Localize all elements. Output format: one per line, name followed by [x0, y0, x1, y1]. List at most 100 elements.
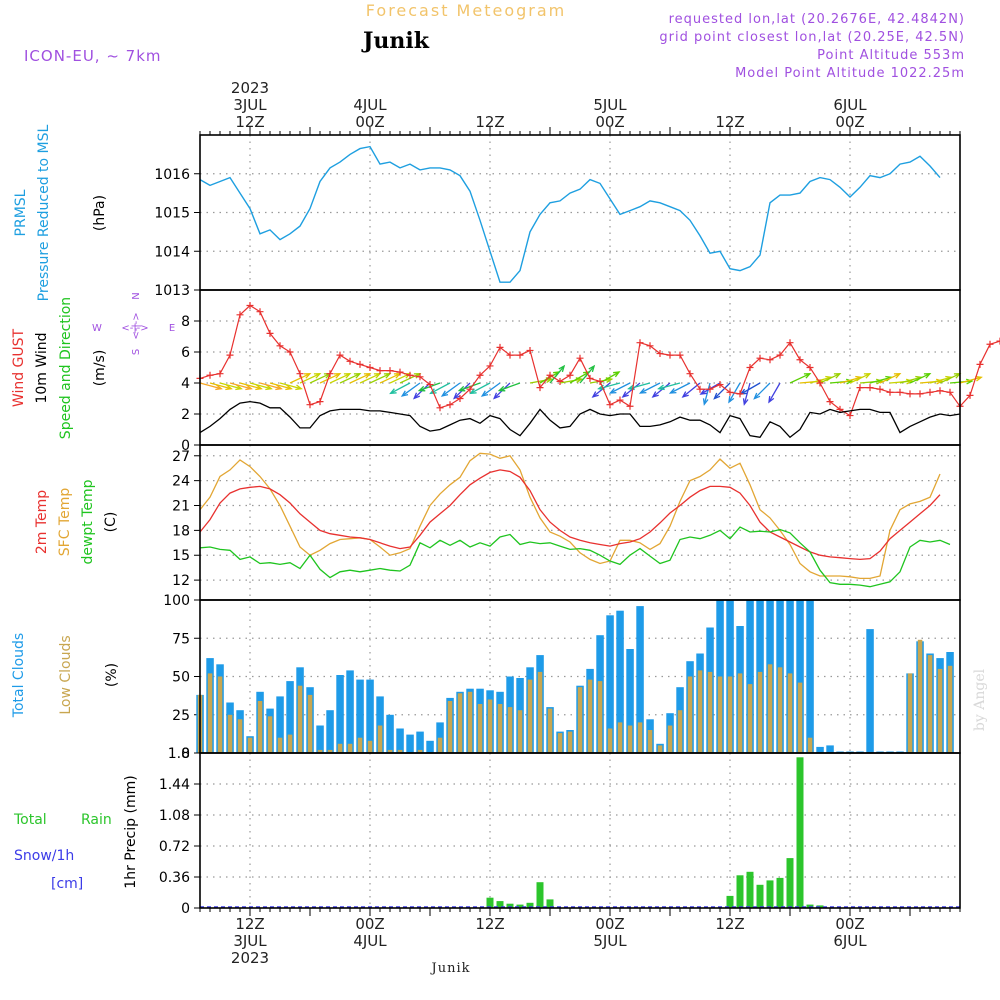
wind-arrowhead: [875, 378, 884, 385]
wind-arrowhead: [497, 385, 506, 392]
low-cloud-bar: [717, 676, 723, 753]
wind-arrowhead: [363, 372, 372, 379]
wind-arrowhead: [389, 388, 397, 395]
gust-marker: [576, 354, 584, 362]
label-prmsl-desc: Pressure Reduced to MSL: [36, 124, 52, 301]
wind-arrow: [819, 373, 841, 384]
total-cloud-bar: [336, 675, 344, 753]
low-cloud-bar: [547, 708, 553, 753]
precip-tick-label: 1.08: [159, 808, 190, 824]
compass-west: W: [92, 323, 102, 334]
wind-arrowhead: [833, 372, 842, 379]
gust-marker: [376, 367, 384, 375]
low-cloud-bar: [647, 730, 653, 753]
wind-arrow: [569, 371, 590, 384]
low-cloud-bar: [477, 704, 483, 753]
rain-bar: [496, 901, 504, 908]
gust-marker: [296, 370, 304, 378]
temp-tick-label: 27: [172, 449, 190, 465]
wind-arrowhead: [440, 390, 449, 397]
low-cloud-bar: [797, 682, 803, 753]
wind-arrow: [869, 376, 892, 384]
wind-arrow: [789, 373, 811, 384]
precip-tick-label: 1.8: [168, 746, 190, 762]
precip-tick-label: 0: [181, 901, 190, 917]
gust-marker: [516, 351, 524, 359]
wind-arrow: [481, 382, 501, 397]
total-cloud-bar: [606, 615, 614, 753]
temp-tick-label: 12: [172, 573, 190, 589]
model-altitude: Model Point Altitude 1022.25m: [735, 66, 965, 81]
wind-arrow: [713, 382, 731, 400]
low-cloud-bar: [517, 710, 523, 753]
wind-arrowhead: [681, 391, 689, 398]
total-cloud-bar: [326, 710, 334, 753]
low-cloud-bar: [537, 671, 543, 753]
wind-arrow: [401, 382, 421, 397]
label-hpa: (hPa): [92, 195, 108, 231]
wind-arrow: [239, 382, 262, 390]
total-cloud-bar: [806, 600, 814, 753]
gust-marker: [386, 367, 394, 375]
wind-arrow: [329, 373, 351, 384]
wind-arrowhead: [235, 384, 243, 391]
rain-bar: [486, 897, 494, 908]
wind-tick-label: 8: [181, 314, 190, 330]
wind-arrowhead: [728, 396, 735, 404]
wind-arrowhead: [699, 388, 707, 395]
wind-arrow: [379, 373, 401, 384]
time-label-bottom: 00Z: [595, 915, 624, 933]
pressure-tick-label: 1013: [154, 283, 190, 299]
wind-arrow: [499, 382, 521, 392]
gust-marker: [756, 354, 764, 362]
gust-marker: [526, 346, 534, 354]
cloud-tick-label: 50: [172, 670, 190, 686]
wind-arrow: [219, 382, 242, 390]
wind-arrowhead: [417, 385, 426, 392]
total-cloud-bar: [286, 681, 294, 753]
gust-marker: [206, 371, 214, 379]
low-cloud-bar: [267, 716, 273, 753]
wind-arrowhead: [803, 372, 812, 379]
low-cloud-bar: [697, 670, 703, 753]
gust-marker: [606, 401, 614, 409]
wind-arrow: [809, 376, 832, 384]
wind-arrow: [279, 382, 302, 390]
gust-marker: [666, 351, 674, 359]
gust-marker: [966, 391, 974, 399]
pressure-tick-label: 1015: [154, 206, 190, 222]
gust-marker: [406, 371, 414, 379]
wind-arrow: [269, 382, 292, 390]
wind-arrow: [899, 376, 922, 384]
wind-arrow: [753, 382, 771, 400]
precip-tick-label: 1.44: [159, 777, 190, 793]
low-cloud-bar: [457, 693, 463, 753]
wind-arrowhead: [215, 384, 223, 391]
wind-arrowhead: [303, 372, 312, 379]
low-cloud-bar: [347, 743, 353, 753]
wind-arrow: [652, 382, 671, 398]
watermark: by Angel: [972, 668, 988, 731]
time-label-top: 6JUL: [833, 96, 867, 114]
time-label-top: 12Z: [715, 113, 744, 131]
gust-marker: [876, 385, 884, 393]
gust-marker: [556, 377, 564, 385]
location-title: Junik: [361, 28, 430, 54]
panel-frame: [199, 752, 961, 909]
wind-arrowhead: [245, 384, 253, 391]
gust-marker: [986, 340, 994, 348]
wind-arrow: [319, 373, 341, 384]
gust-marker: [316, 398, 324, 406]
low-cloud-bar: [377, 725, 383, 753]
wind-arrow: [299, 373, 321, 384]
low-cloud-bar: [367, 740, 373, 753]
total-cloud-bar: [816, 746, 824, 753]
wind-arrow: [369, 373, 391, 384]
point-altitude: Point Altitude 553m: [817, 48, 965, 63]
gust-marker: [476, 371, 484, 379]
wind-arrow: [909, 373, 931, 384]
gust-marker: [446, 401, 454, 409]
wind-arrowhead: [651, 391, 659, 398]
wind-arrowhead: [591, 391, 599, 398]
gust-marker: [896, 388, 904, 396]
